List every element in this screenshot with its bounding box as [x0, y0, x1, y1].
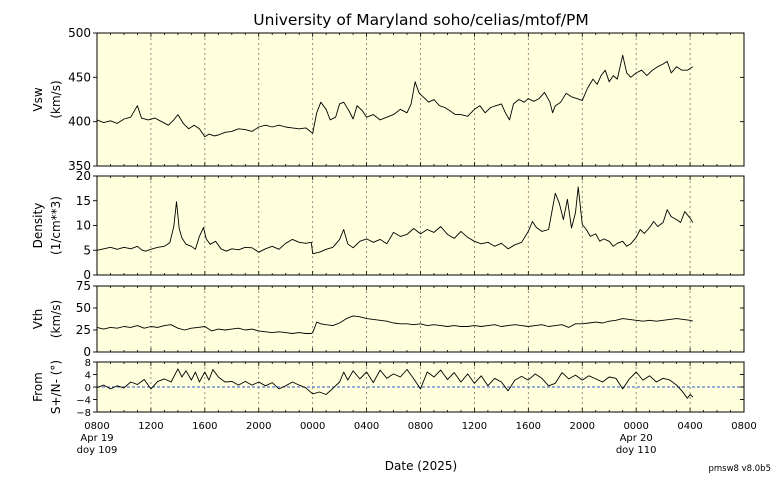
panel-vth: 75 50 25 0 Vth (km/s)	[31, 279, 745, 359]
panel-background	[97, 176, 744, 275]
y-tick-label: 500	[68, 26, 91, 40]
y-axis-label: From	[31, 372, 45, 402]
y-axis-label: Vsw	[31, 87, 45, 111]
y-tick-label: 5	[83, 243, 91, 257]
x-axis-label: Date (2025)	[385, 459, 457, 473]
y-tick-label: 0	[83, 268, 91, 282]
version-footer: pmsw8 v8.0b5	[708, 464, 771, 474]
y-tick-label: 4	[85, 371, 91, 382]
y-tick-label: −8	[76, 408, 91, 419]
x-tick-label: 1600	[192, 421, 217, 432]
panel-density: 20 15 10 5 0 Density (1/cm**3)	[31, 169, 745, 282]
y-tick-label: 0	[83, 345, 91, 359]
x-tick-label: 1600	[516, 421, 541, 432]
y-tick-label: 75	[76, 279, 91, 293]
x-tick-label: 0400	[354, 421, 379, 432]
y-tick-label: 450	[68, 70, 91, 84]
x-tick-label: 1200	[462, 421, 487, 432]
panel-frame	[96, 361, 745, 413]
chart-title: University of Maryland soho/celias/mtof/…	[253, 11, 588, 29]
day-label-date: Apr 19	[80, 433, 113, 444]
x-tick-label: 2000	[570, 421, 595, 432]
series-line-vth	[96, 315, 693, 334]
x-tick-label: 2000	[246, 421, 271, 432]
y-axis-label: (km/s)	[49, 300, 63, 338]
day-label-doy: doy 109	[77, 445, 118, 456]
y-tick-label: −4	[76, 396, 91, 407]
x-tick-label: 0000	[623, 421, 648, 432]
x-tick-label: 0800	[84, 421, 109, 432]
y-tick-label: 8	[85, 358, 91, 369]
x-tick-label: 0800	[731, 421, 756, 432]
x-axis: 0800 1200 1600 2000 0000 0400 0800 1200 1600 2000…	[77, 421, 757, 456]
series-line-from	[96, 368, 694, 399]
panel-frame	[96, 32, 745, 167]
day-label-doy: doy 110	[616, 445, 657, 456]
y-tick-label: 50	[76, 301, 91, 315]
panel-vsw: 500 450 400 350 Vsw (km/s)	[31, 26, 745, 173]
y-axis-label: Density	[31, 203, 45, 249]
y-tick-label: 10	[76, 219, 91, 233]
series-line-vsw	[96, 54, 694, 138]
y-tick-label: 350	[68, 159, 91, 173]
panel-frame	[96, 175, 745, 276]
y-tick-label: 400	[68, 115, 91, 129]
y-tick-label: 20	[76, 169, 91, 183]
x-tick-label: 0800	[408, 421, 433, 432]
series-line-density	[96, 186, 694, 255]
x-tick-label: 0400	[677, 421, 702, 432]
y-tick-label: 25	[76, 323, 91, 337]
x-tick-label: 0000	[300, 421, 325, 432]
y-axis-label: S+/N- (°)	[49, 360, 63, 414]
y-tick-label: 0	[85, 383, 91, 394]
y-tick-label: 15	[76, 194, 91, 208]
day-label-date: Apr 20	[620, 433, 653, 444]
y-axis-label: (km/s)	[49, 80, 63, 118]
panel-from: 8 40 −4−8 From S+/N- (°)	[31, 358, 745, 419]
y-axis-label: Vth	[31, 309, 45, 330]
x-tick-label: 1200	[138, 421, 163, 432]
panel-frame	[96, 285, 745, 353]
y-axis-label: (1/cm**3)	[49, 196, 63, 255]
